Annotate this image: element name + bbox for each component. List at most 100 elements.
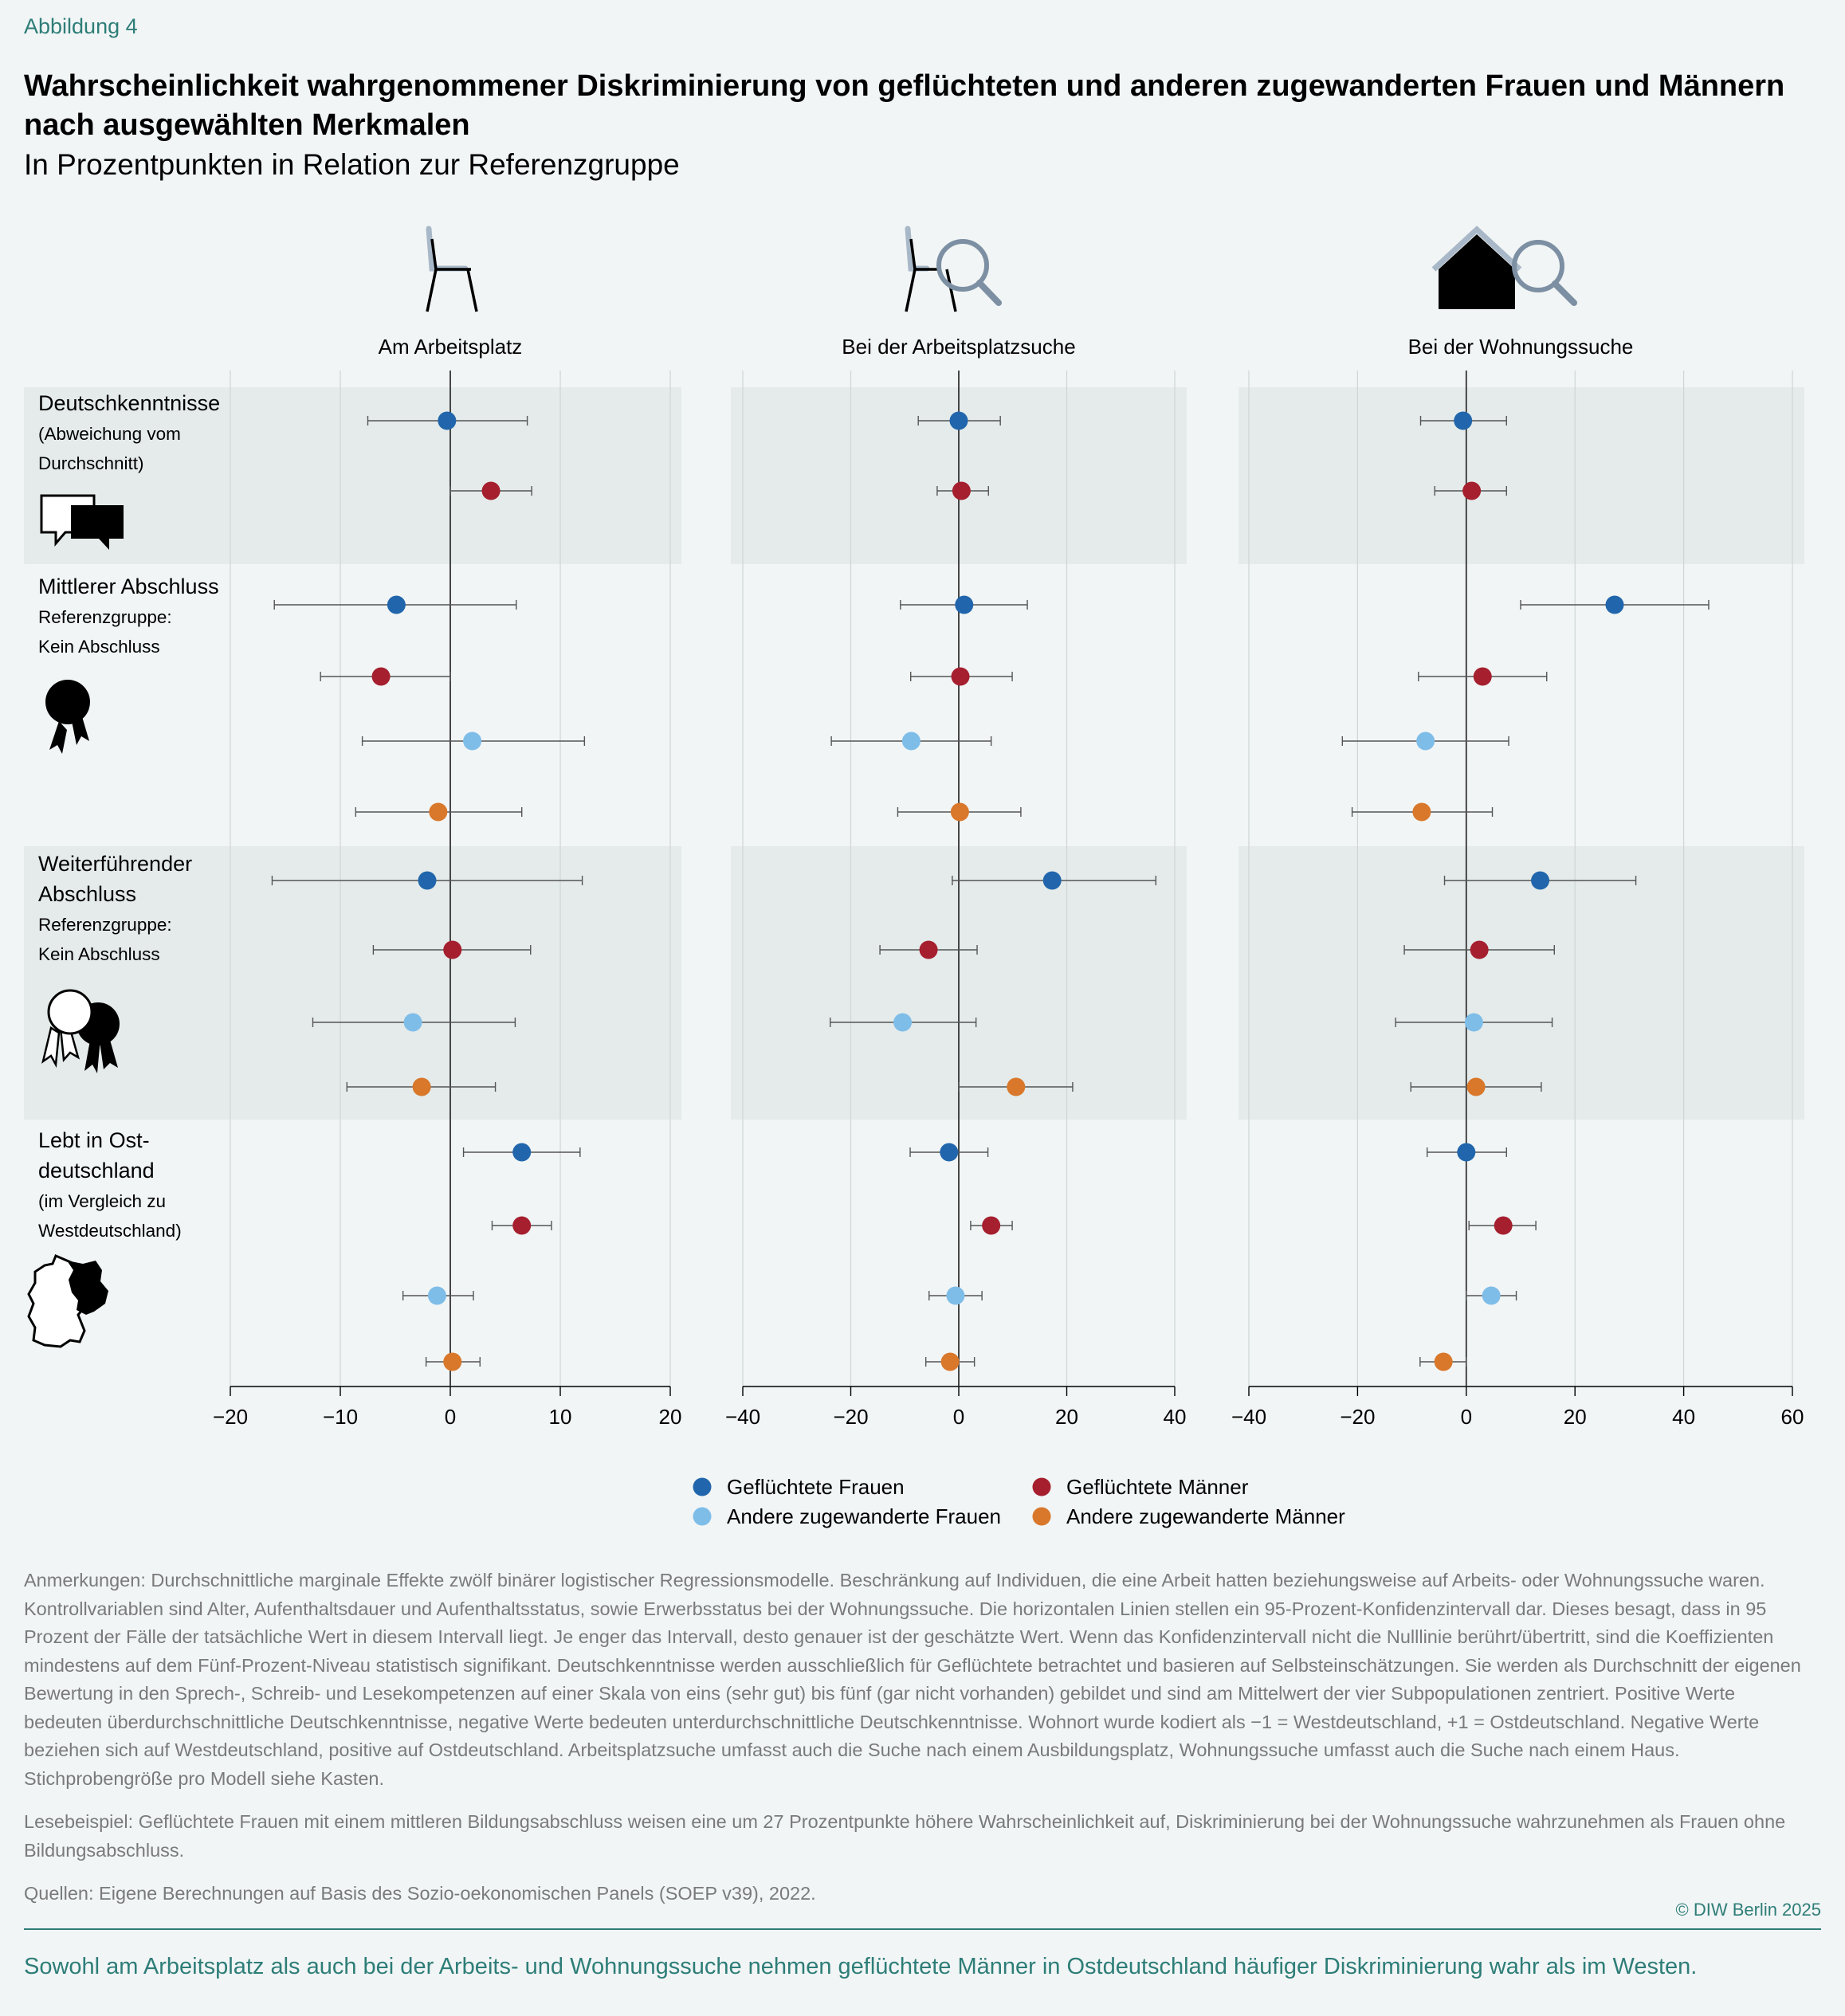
dot-plot-chart: Deutschkenntnisse (Abweichung vom Durchsch… — [24, 226, 1804, 1528]
point-geflüchtete-frauen — [387, 595, 406, 614]
point-andere-zugewanderte-frauen — [1482, 1286, 1501, 1305]
point-geflüchtete-männer — [1473, 667, 1492, 686]
notes-lesebeispiel: Lesebeispiel: Geflüchtete Frauen mit ein… — [24, 1811, 1786, 1861]
chair-search-icon — [905, 226, 1002, 312]
row-band-1-2 — [1239, 846, 1804, 1120]
point-andere-zugewanderte-männer — [950, 802, 969, 822]
x-tick-label: 0 — [1461, 1405, 1472, 1429]
germany-map-icon — [27, 1254, 108, 1348]
rosette-ribbon-left — [49, 721, 67, 754]
point-andere-zugewanderte-männer — [412, 1077, 431, 1096]
house-roof — [1431, 226, 1522, 272]
chart-subtitle: In Prozentpunkten in Relation zur Refere… — [24, 148, 680, 181]
point-andere-zugewanderte-frauen — [893, 1013, 913, 1032]
rosette-medal — [45, 680, 90, 724]
point-geflüchtete-männer — [982, 1216, 1001, 1235]
point-geflüchtete-frauen — [1454, 411, 1473, 430]
point-geflüchtete-frauen — [949, 411, 968, 430]
magnifier-lens — [936, 239, 989, 292]
x-tick-label: −10 — [323, 1405, 358, 1429]
point-geflüchtete-frauen — [955, 595, 974, 614]
row-label-2-line3: Referenzgruppe: — [38, 915, 172, 935]
point-geflüchtete-männer — [371, 667, 391, 686]
germany-east-filled — [67, 1261, 108, 1315]
chart-title: Wahrscheinlichkeit wahrgenommener Diskri… — [24, 69, 1785, 142]
point-andere-zugewanderte-männer — [1412, 802, 1431, 822]
row-label-0-line4: Durchschnitt) — [38, 453, 144, 473]
rosette-white-medal — [47, 989, 93, 1035]
x-tick-label: −40 — [1231, 1405, 1266, 1429]
point-geflüchtete-frauen — [940, 1143, 959, 1162]
row-label-0-line3: (Abweichung vom — [38, 424, 181, 444]
row-label-2-line4: Kein Abschluss — [38, 944, 160, 964]
x-tick-label: 0 — [445, 1405, 456, 1429]
point-geflüchtete-männer — [952, 481, 971, 500]
point-geflüchtete-frauen — [1042, 871, 1062, 890]
x-tick-label: −20 — [1340, 1405, 1375, 1429]
two-rosettes-icon — [41, 989, 120, 1073]
rosette-icon — [45, 680, 90, 754]
row-label-3-line4: Westdeutschland) — [38, 1221, 182, 1241]
x-tick-label: 0 — [953, 1405, 964, 1429]
x-tick-label: 20 — [1564, 1405, 1587, 1429]
point-geflüchtete-männer — [1462, 481, 1482, 500]
legend-label-2: Andere zugewanderte Frauen — [727, 1504, 1001, 1528]
legend-marker-3 — [1032, 1507, 1051, 1526]
speech-bubble-filled — [71, 505, 124, 550]
point-andere-zugewanderte-männer — [1434, 1352, 1453, 1371]
x-tick-label: −20 — [213, 1405, 248, 1429]
footer-divider — [24, 1928, 1821, 1930]
panel-1: Bei der Arbeitsplatzsuche −40 −20 0 20 40 — [725, 335, 1187, 1429]
magnifier-handle — [976, 280, 1002, 306]
x-tick-label: 10 — [549, 1405, 572, 1429]
speech-bubbles-icon — [40, 494, 124, 550]
chair-frame — [905, 238, 957, 312]
point-geflüchtete-frauen — [1457, 1143, 1476, 1162]
point-geflüchtete-männer — [1470, 940, 1489, 959]
rosette-white-ribbon-left — [41, 1026, 61, 1069]
house-search-icon — [1431, 226, 1577, 309]
legend-label-1: Geflüchtete Männer — [1066, 1475, 1249, 1499]
point-andere-zugewanderte-frauen — [427, 1286, 446, 1305]
point-andere-zugewanderte-frauen — [463, 731, 482, 751]
magnifier-lens — [1512, 240, 1564, 292]
row-label-0-line1: Deutschkenntnisse — [38, 391, 220, 415]
x-tick-label: 60 — [1781, 1405, 1804, 1429]
row-label-1-line1: Mittlerer Abschluss — [38, 575, 219, 598]
point-andere-zugewanderte-frauen — [946, 1286, 965, 1305]
legend-marker-0 — [693, 1477, 712, 1496]
row-band-0-0 — [24, 387, 681, 564]
x-tick-label: 40 — [1672, 1405, 1695, 1429]
copyright: © DIW Berlin 2025 — [1675, 1900, 1822, 1920]
notes-anmerkungen: Anmerkungen: Durchschnittliche marginale… — [24, 1570, 1801, 1789]
legend-label-0: Geflüchtete Frauen — [727, 1475, 905, 1499]
key-finding: Sowohl am Arbeitsplatz als auch bei der … — [24, 1954, 1698, 1979]
point-andere-zugewanderte-männer — [1466, 1077, 1486, 1096]
notes-section: Anmerkungen: Durchschnittliche marginale… — [24, 1567, 1817, 1924]
point-geflüchtete-frauen — [418, 871, 437, 890]
panel-title-2: Bei der Wohnungssuche — [1408, 335, 1634, 359]
x-tick-label: −40 — [725, 1405, 760, 1429]
point-geflüchtete-frauen — [438, 411, 457, 430]
row-band-1-0 — [24, 846, 681, 1120]
point-geflüchtete-frauen — [1605, 595, 1624, 614]
panel-0: Am Arbeitsplatz −20 −10 0 10 20 — [213, 335, 682, 1429]
panel-2: Bei der Wohnungssuche −40 −20 0 20 40 60 — [1231, 335, 1804, 1429]
chair-frame — [426, 238, 478, 312]
row-label-1-line4: Kein Abschluss — [38, 637, 160, 657]
chair-icon — [426, 226, 478, 312]
point-geflüchtete-männer — [919, 940, 938, 959]
magnifier-handle — [1552, 280, 1577, 306]
panel-title-1: Bei der Arbeitsplatzsuche — [842, 335, 1075, 359]
row-label-3-line2: deutschland — [38, 1159, 155, 1183]
point-andere-zugewanderte-männer — [429, 802, 448, 822]
notes-quellen: Quellen: Eigene Berechnungen auf Basis d… — [24, 1883, 816, 1904]
x-tick-label: 20 — [659, 1405, 682, 1429]
legend-marker-1 — [1032, 1477, 1051, 1496]
chair-back — [905, 226, 930, 272]
point-andere-zugewanderte-frauen — [1416, 731, 1435, 751]
panel-title-0: Am Arbeitsplatz — [379, 335, 523, 359]
row-band-0-2 — [1239, 387, 1804, 564]
point-andere-zugewanderte-frauen — [1464, 1013, 1483, 1032]
point-geflüchtete-männer — [512, 1216, 532, 1235]
